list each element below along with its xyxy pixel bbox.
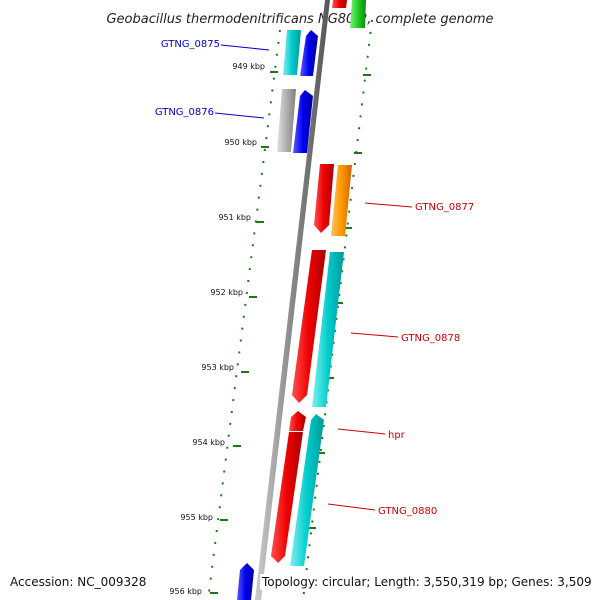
- tick-label: 953 kbp: [201, 363, 234, 372]
- gene-feature-red-0877: [314, 164, 334, 233]
- gene-feature-red-0878: [292, 250, 326, 403]
- gene-feature-cyan-0878: [312, 252, 344, 407]
- tick-label: 954 kbp: [192, 438, 225, 447]
- gene-feature-green-top: [350, 0, 366, 28]
- gene-feature-blue-0875: [300, 30, 318, 76]
- tick-label: 952 kbp: [210, 288, 243, 297]
- gene-label-gtng-0880[interactable]: GTNG_0880: [378, 506, 437, 517]
- gene-label-gtng-0875[interactable]: GTNG_0875: [161, 39, 220, 50]
- topology-text: Topology: circular; Length: 3,550,319 bp…: [260, 574, 594, 590]
- gene-label-gtng-0878[interactable]: GTNG_0878: [401, 333, 460, 344]
- outer-ruler: [302, 19, 373, 600]
- gene-feature-red-top: [332, 0, 347, 8]
- gene-label-hpr[interactable]: hpr: [388, 430, 406, 441]
- gene-label-gtng-0876[interactable]: GTNG_0876: [155, 107, 214, 118]
- gene-feature-blue-0876: [293, 90, 313, 153]
- gene-feature-cyan-0880: [290, 414, 324, 566]
- tick-label: 955 kbp: [180, 513, 213, 522]
- label-leader-lines: [214, 44, 413, 511]
- gene-feature-blue-bottom: [237, 563, 254, 600]
- tick-label: 950 kbp: [224, 138, 257, 147]
- gene-feature-orange-0877: [331, 165, 352, 236]
- gene-label-gtng-0877[interactable]: GTNG_0877: [415, 202, 474, 213]
- inner-ruler-ticks: [210, 71, 278, 594]
- gene-feature-red-0880: [271, 432, 303, 563]
- tick-label: 949 kbp: [232, 62, 265, 71]
- tick-label: 956 kbp: [169, 587, 202, 596]
- gene-feature-gray-0876: [277, 89, 296, 152]
- gene-labels: GTNG_0875 GTNG_0876 GTNG_0877 GTNG_0878 …: [155, 39, 474, 517]
- ruler-tick-labels: 949 kbp 950 kbp 951 kbp 952 kbp 953 kbp …: [169, 62, 265, 596]
- gene-feature-cyan-0875: [283, 30, 301, 75]
- map-title: Geobacillus thermodenitrificans NG80-2, …: [106, 12, 493, 27]
- genome-backbone: [255, 0, 330, 600]
- tick-label: 951 kbp: [218, 213, 251, 222]
- accession-text: Accession: NC_009328: [8, 574, 149, 590]
- gene-feature-red-hpr: [289, 411, 306, 431]
